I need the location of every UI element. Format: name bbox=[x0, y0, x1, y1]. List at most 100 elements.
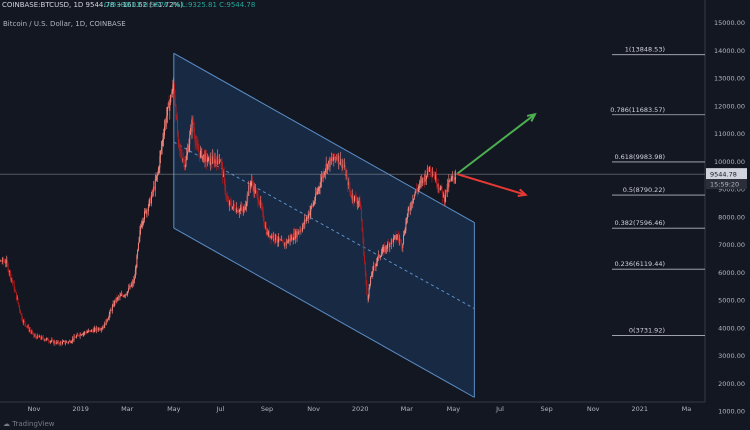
candle-body bbox=[105, 319, 107, 326]
candle-body bbox=[428, 171, 430, 172]
candle-body bbox=[377, 254, 379, 258]
candle-body bbox=[352, 194, 354, 200]
candle-body bbox=[319, 186, 321, 188]
candle-body bbox=[241, 207, 243, 210]
candle-body bbox=[346, 173, 348, 176]
candle-body bbox=[163, 126, 165, 136]
candle-body bbox=[186, 150, 188, 156]
symbol-line[interactable]: COINBASE:BTCUSD, 1D 9544.78 +161.62 (+1.… bbox=[2, 1, 183, 9]
candle-body bbox=[244, 207, 246, 210]
candle-body bbox=[222, 165, 224, 178]
fib-level-label: 0.618(9983.98) bbox=[614, 153, 665, 161]
candle-body bbox=[451, 177, 453, 179]
candle-body bbox=[367, 294, 369, 301]
candle-body bbox=[450, 178, 452, 181]
candle-body bbox=[383, 246, 385, 249]
candle-body bbox=[39, 336, 40, 338]
candle-body bbox=[78, 335, 80, 337]
candle-body bbox=[340, 159, 342, 164]
candle-body bbox=[446, 183, 448, 193]
candle-body bbox=[53, 341, 55, 344]
candle-body bbox=[318, 187, 319, 191]
candle-body bbox=[168, 102, 170, 111]
candle-body bbox=[19, 306, 21, 311]
candle-body bbox=[254, 186, 256, 194]
candle-body bbox=[357, 202, 359, 204]
candle-body bbox=[443, 193, 445, 202]
candle-body bbox=[246, 202, 247, 207]
candle-body bbox=[97, 329, 99, 331]
candle-body bbox=[282, 241, 284, 243]
x-tick-label: Nov bbox=[587, 405, 600, 413]
candle-body bbox=[335, 157, 337, 159]
candle-body bbox=[49, 341, 50, 343]
candle-body bbox=[255, 190, 257, 192]
candle-body bbox=[263, 219, 265, 224]
candle-body bbox=[377, 257, 378, 262]
candle-body bbox=[137, 250, 139, 256]
candle-body bbox=[95, 327, 97, 331]
x-tick-label: 2020 bbox=[352, 405, 369, 413]
candle-body bbox=[184, 165, 186, 167]
candle-body bbox=[148, 200, 150, 207]
candle-body bbox=[401, 246, 403, 248]
candle-body bbox=[132, 282, 134, 284]
candle-body bbox=[249, 185, 251, 187]
candle-body bbox=[266, 231, 268, 235]
candle-body bbox=[236, 208, 238, 213]
candle-body bbox=[200, 150, 201, 158]
candle-body bbox=[411, 202, 413, 204]
candle-body bbox=[264, 223, 266, 228]
candle-body bbox=[381, 251, 383, 254]
candle-body bbox=[141, 224, 142, 227]
candle-body bbox=[128, 288, 130, 289]
fib-level-label: 0.382(7596.46) bbox=[614, 219, 665, 227]
candle-body bbox=[250, 181, 252, 186]
candle-body bbox=[362, 231, 364, 240]
candle-body bbox=[287, 241, 289, 244]
candle-body bbox=[236, 208, 237, 212]
candle-body bbox=[134, 270, 136, 279]
candle-body bbox=[65, 341, 67, 343]
candle-body bbox=[271, 235, 273, 239]
candle-body bbox=[354, 195, 355, 202]
candle-body bbox=[50, 341, 52, 342]
candle-body bbox=[225, 191, 227, 195]
x-tick-label: Mar bbox=[121, 405, 134, 413]
candle-body bbox=[300, 230, 302, 232]
candle-body bbox=[216, 161, 218, 165]
candle-body bbox=[277, 241, 279, 243]
candle-body bbox=[239, 209, 241, 213]
candle-body bbox=[270, 235, 272, 239]
candle-body bbox=[249, 185, 250, 187]
candle-body bbox=[226, 196, 228, 202]
candle-body bbox=[20, 313, 22, 315]
candle-body bbox=[406, 213, 408, 220]
candle-body bbox=[333, 154, 335, 161]
candle-body bbox=[284, 243, 286, 247]
last-price-label: 9544.78 bbox=[710, 171, 737, 179]
tradingview-logo[interactable]: ☁ TradingView bbox=[3, 420, 55, 428]
candle-body bbox=[118, 297, 119, 298]
candle-body bbox=[201, 149, 203, 160]
chart-title: Bitcoin / U.S. Dollar, 1D, COINBASE bbox=[3, 20, 126, 28]
tradingview-brand-label: TradingView bbox=[12, 420, 55, 428]
candle-body bbox=[334, 157, 336, 159]
candle-body bbox=[195, 142, 197, 144]
candle-body bbox=[410, 208, 411, 210]
candle-body bbox=[296, 231, 298, 238]
candle-body bbox=[380, 253, 382, 257]
candle-body bbox=[183, 159, 185, 161]
candle-body bbox=[278, 237, 280, 242]
y-tick-label: 4000.00 bbox=[718, 324, 745, 332]
candle-body bbox=[262, 207, 264, 211]
footer: ☁ TradingView bbox=[0, 419, 750, 430]
candle-body bbox=[103, 327, 105, 329]
candle-body bbox=[375, 263, 377, 267]
candle-body bbox=[257, 194, 259, 203]
candle-body bbox=[157, 168, 159, 175]
candle-body bbox=[400, 240, 402, 247]
candle-body bbox=[307, 216, 309, 219]
candle-body bbox=[188, 144, 190, 152]
